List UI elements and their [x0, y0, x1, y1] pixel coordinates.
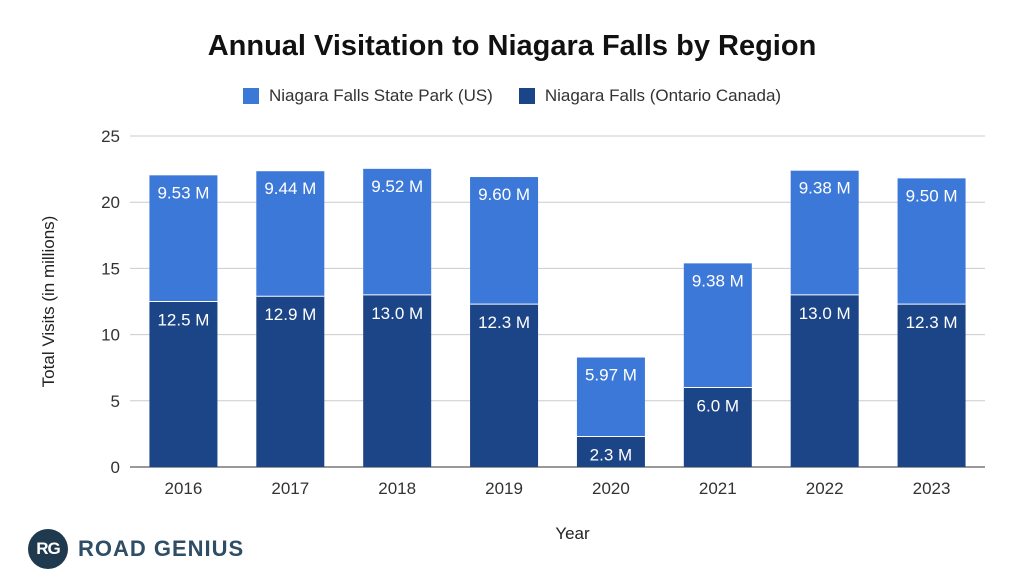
bar-us-2018	[363, 168, 432, 295]
bar-canada-2021	[683, 387, 752, 467]
x-tick-label: 2023	[913, 479, 951, 498]
legend-item-canada[interactable]: Niagara Falls (Ontario Canada)	[518, 86, 782, 106]
data-label-canada-2018: 13.0 M	[371, 304, 423, 323]
bar-us-2017	[256, 171, 325, 297]
x-tick-label: 2016	[165, 479, 203, 498]
brand-name: ROAD GENIUS	[78, 536, 245, 561]
bar-canada-2020	[576, 436, 645, 467]
bar-canada-2018	[363, 294, 432, 467]
data-label-us-2019: 9.60 M	[478, 185, 530, 204]
data-label-canada-2022: 13.0 M	[799, 304, 851, 323]
bar-canada-2022	[790, 294, 859, 467]
bar-us-2023	[897, 178, 966, 305]
data-label-canada-2020: 2.3 M	[590, 446, 633, 465]
y-tick-label: 5	[111, 392, 120, 411]
y-tick-label: 15	[101, 259, 120, 278]
brand: RG ROAD GENIUS	[28, 529, 244, 569]
chart-legend: Niagara Falls State Park (US) Niagara Fa…	[0, 86, 1024, 106]
data-label-us-2021: 9.38 M	[692, 271, 744, 290]
bar-canada-2023	[897, 304, 966, 467]
x-tick-label: 2022	[806, 479, 844, 498]
legend-item-us[interactable]: Niagara Falls State Park (US)	[242, 86, 493, 106]
x-tick-label: 2019	[485, 479, 523, 498]
x-tick-label: 2020	[592, 479, 630, 498]
bar-us-2020	[576, 357, 645, 437]
y-tick-label: 20	[101, 193, 120, 212]
legend-label-canada: Niagara Falls (Ontario Canada)	[544, 86, 782, 105]
data-label-canada-2019: 12.3 M	[478, 313, 530, 332]
data-label-us-2023: 9.50 M	[906, 186, 958, 205]
data-label-canada-2023: 12.3 M	[906, 313, 958, 332]
y-tick-label: 25	[101, 127, 120, 146]
x-tick-label: 2017	[271, 479, 309, 498]
data-label-us-2022: 9.38 M	[799, 179, 851, 198]
legend-label-us: Niagara Falls State Park (US)	[268, 86, 493, 105]
bar-canada-2016	[149, 301, 218, 467]
data-label-canada-2016: 12.5 M	[157, 311, 209, 330]
data-label-canada-2017: 12.9 M	[264, 305, 316, 324]
data-label-us-2017: 9.44 M	[264, 179, 316, 198]
y-tick-label: 10	[101, 326, 120, 345]
bar-us-2019	[470, 177, 539, 305]
data-label-canada-2021: 6.0 M	[697, 397, 740, 416]
legend-swatch-us	[242, 88, 259, 104]
y-axis-title: Total Visits (in millions)	[39, 216, 58, 388]
bar-canada-2017	[256, 296, 325, 467]
bar-us-2016	[149, 175, 218, 302]
x-tick-label: 2021	[699, 479, 737, 498]
bar-canada-2019	[470, 304, 539, 467]
chart-title: Annual Visitation to Niagara Falls by Re…	[207, 30, 817, 62]
x-axis-title: Year	[555, 524, 590, 543]
legend-swatch-canada	[518, 88, 535, 104]
bar-us-2021	[683, 263, 752, 388]
brand-logo: RG	[28, 529, 68, 569]
data-label-us-2018: 9.52 M	[371, 177, 423, 196]
y-tick-label: 0	[111, 458, 120, 477]
data-label-us-2016: 9.53 M	[157, 183, 209, 202]
x-tick-label: 2018	[378, 479, 416, 498]
bar-us-2022	[790, 170, 859, 295]
data-label-us-2020: 5.97 M	[585, 366, 637, 385]
